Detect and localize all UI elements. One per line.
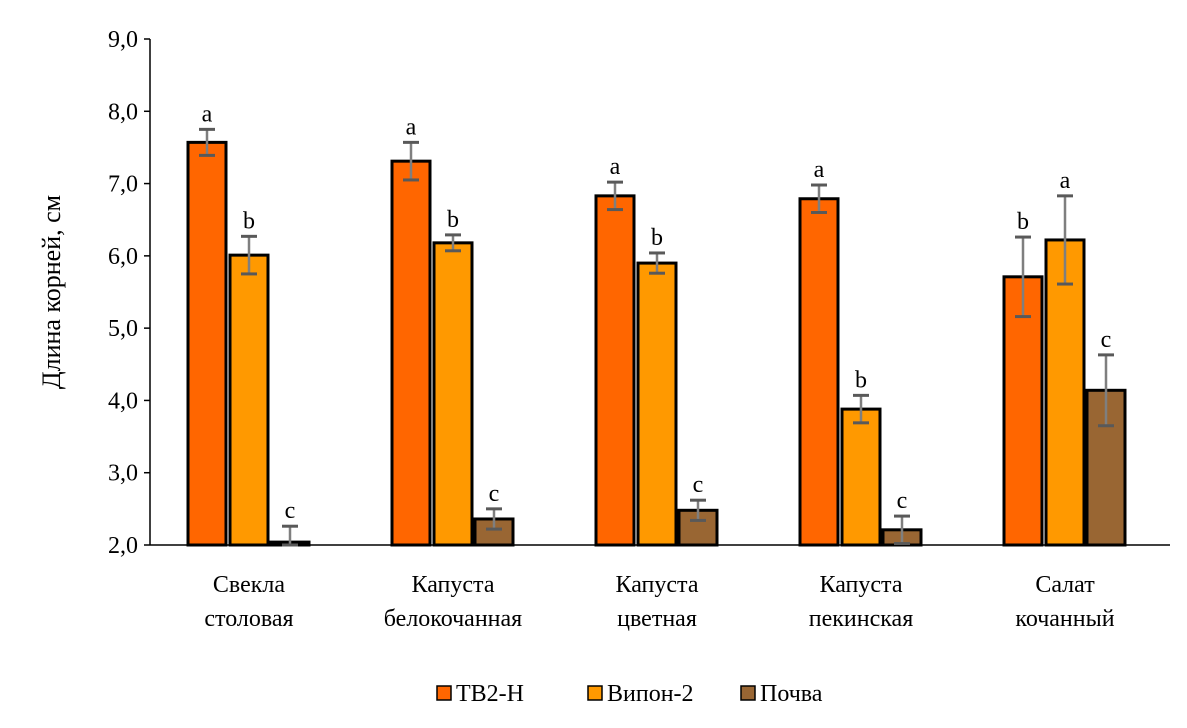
significance-label: c [897, 488, 908, 514]
category-label: Свекла [213, 572, 285, 598]
category-label: Капуста [412, 572, 495, 598]
category-label: цветная [617, 606, 697, 632]
significance-label: c [693, 472, 704, 498]
bar-ТВ2-Н [186, 140, 228, 547]
significance-label: a [406, 114, 417, 140]
y-tick-label: 8,0 [108, 99, 138, 125]
legend-swatch [740, 685, 756, 701]
y-tick-label: 6,0 [108, 244, 138, 270]
legend-label: Почва [760, 681, 823, 707]
legend-swatch [587, 685, 603, 701]
bar-Випон-2 [840, 407, 882, 547]
category-label: Капуста [820, 572, 903, 598]
significance-label: b [447, 207, 459, 233]
category-label: кочанный [1015, 606, 1114, 632]
y-tick-label: 4,0 [108, 388, 138, 414]
significance-label: a [1060, 168, 1071, 194]
y-tick-label: 5,0 [108, 316, 138, 342]
significance-label: c [285, 498, 296, 524]
bar-Випон-2 [1044, 238, 1086, 547]
bar-ТВ2-Н [594, 194, 636, 547]
bar-Випон-2 [228, 253, 270, 547]
significance-label: b [243, 208, 255, 234]
significance-label: c [489, 481, 500, 507]
bar-ТВ2-Н [390, 159, 432, 547]
y-axis-title: Длина корней, см [37, 195, 66, 389]
significance-label: b [855, 367, 867, 393]
significance-label: b [1017, 209, 1029, 235]
y-tick-label: 7,0 [108, 172, 138, 198]
category-label: белокочанная [384, 606, 522, 632]
legend-label: Випон-2 [607, 681, 694, 707]
significance-label: a [610, 154, 621, 180]
category-label: Салат [1035, 572, 1095, 598]
bar-ТВ2-Н [798, 197, 840, 547]
legend-swatch [436, 685, 452, 701]
y-tick-label: 2,0 [108, 533, 138, 559]
category-label: Капуста [616, 572, 699, 598]
significance-label: a [202, 101, 213, 127]
bar-Випон-2 [636, 261, 678, 547]
category-label: столовая [204, 606, 293, 632]
legend-label: ТВ2-Н [456, 681, 524, 707]
category-label: пекинская [809, 606, 913, 632]
significance-label: a [814, 157, 825, 183]
significance-label: c [1101, 327, 1112, 353]
bar-Випон-2 [432, 241, 474, 547]
y-tick-label: 9,0 [108, 27, 138, 53]
significance-label: b [651, 225, 663, 251]
y-tick-label: 3,0 [108, 461, 138, 487]
